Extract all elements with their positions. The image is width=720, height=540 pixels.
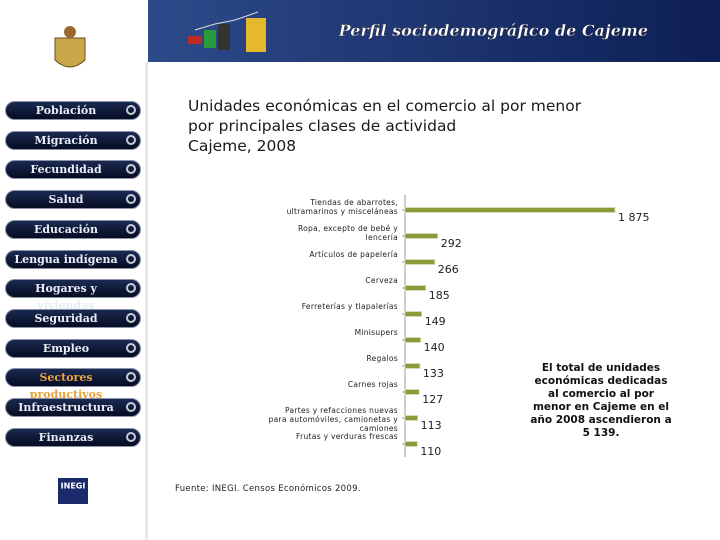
menu-button[interactable]: Hogares y viviendas xyxy=(5,279,141,312)
menu-button[interactable]: Finanzas xyxy=(5,427,141,447)
menu-button[interactable]: Seguridad xyxy=(5,308,141,328)
menu-button[interactable]: Población xyxy=(5,101,141,120)
category-label: Minisupers xyxy=(354,328,398,337)
category-label: Frutas y verduras frescas xyxy=(296,432,398,441)
menu-button[interactable]: Salud xyxy=(5,190,141,210)
menu-button[interactable]: Lengua indígena xyxy=(5,249,141,269)
menu-button[interactable]: Fecundidad xyxy=(5,160,141,180)
menu-button[interactable]: Educación xyxy=(5,219,141,239)
bar xyxy=(404,389,420,395)
bar xyxy=(404,415,419,421)
crest xyxy=(54,26,86,68)
category-label: Ropa, excepto de bebé y lencería xyxy=(297,224,398,242)
note: El total de unidades económicas dedicada… xyxy=(530,362,672,439)
menu-button[interactable]: Sectores productivos xyxy=(5,368,141,401)
chart-title-line: por principales clases de actividad xyxy=(188,117,457,135)
header-title: Perfil sociodemográfico de Cajeme xyxy=(338,21,648,40)
category-label: Regalos xyxy=(366,354,398,363)
value-label: 292 xyxy=(441,237,462,250)
value-label: 127 xyxy=(422,393,443,406)
category-label: Artículos de papelería xyxy=(309,250,398,259)
menu-button[interactable]: Empleo xyxy=(5,338,141,358)
category-label: Carnes rojas xyxy=(347,380,398,389)
category-label: Tiendas de abarrotes, ultramarinos y mis… xyxy=(286,198,398,216)
value-label: 113 xyxy=(421,419,442,432)
bar xyxy=(404,285,427,291)
value-label: 1 875 xyxy=(618,211,650,224)
bar xyxy=(404,233,439,239)
chart-title-line: Cajeme, 2008 xyxy=(188,137,297,155)
value-label: 266 xyxy=(438,263,459,276)
bar xyxy=(404,311,423,317)
category-label: Ferreterías y tlapalerías xyxy=(301,302,398,311)
value-label: 149 xyxy=(425,315,446,328)
header-band xyxy=(148,0,720,62)
bar xyxy=(404,363,421,369)
bar xyxy=(404,207,616,213)
menu-button[interactable]: Migración xyxy=(5,130,141,150)
value-label: 133 xyxy=(423,367,444,380)
menu-button[interactable]: Infraestructura xyxy=(5,398,141,417)
category-label: Cerveza xyxy=(365,276,398,285)
header-icon xyxy=(188,11,266,52)
value-label: 185 xyxy=(429,289,450,302)
logo-text: INEGI xyxy=(61,482,86,491)
inegi-logo: INEGI xyxy=(58,478,88,504)
divider xyxy=(145,62,148,540)
bar xyxy=(404,337,422,343)
chart-title-line: Unidades económicas en el comercio al po… xyxy=(188,97,582,115)
chart-title: Unidades económicas en el comercio al po… xyxy=(188,96,581,156)
value-label: 110 xyxy=(420,445,441,458)
value-label: 140 xyxy=(424,341,445,354)
bar xyxy=(404,441,418,447)
bar xyxy=(404,259,436,265)
category-label: Partes y refacciones nuevas para automóv… xyxy=(268,406,398,433)
source: Fuente: INEGI. Censos Económicos 2009. xyxy=(175,484,361,494)
